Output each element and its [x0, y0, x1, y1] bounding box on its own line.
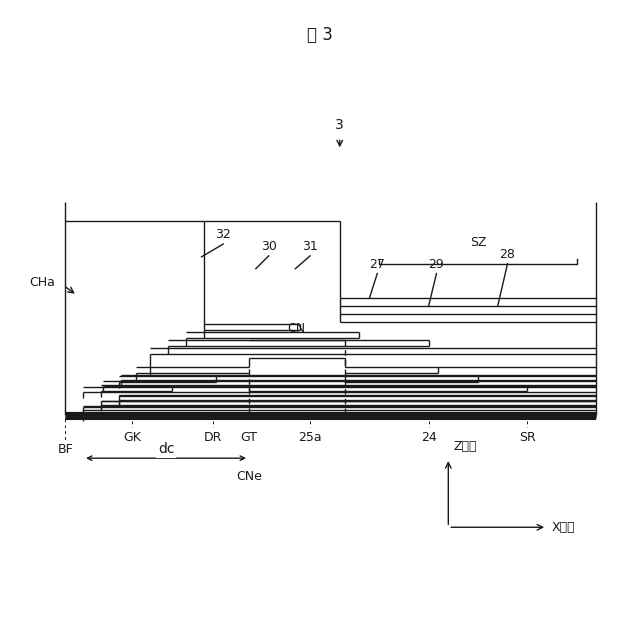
- Text: BF: BF: [58, 444, 73, 456]
- Text: 25a: 25a: [298, 431, 322, 444]
- Text: SZ: SZ: [470, 236, 486, 249]
- Text: 30: 30: [260, 240, 276, 253]
- Text: 32: 32: [216, 228, 231, 241]
- Text: 3: 3: [335, 118, 344, 132]
- Text: 27: 27: [369, 258, 385, 271]
- Text: CN: CN: [287, 322, 305, 335]
- Text: 図 3: 図 3: [307, 26, 333, 44]
- Text: X方向: X方向: [552, 521, 575, 534]
- Text: DR: DR: [204, 431, 223, 444]
- Text: 28: 28: [500, 248, 515, 260]
- Text: 31: 31: [302, 240, 318, 253]
- Text: GT: GT: [241, 431, 257, 444]
- Text: GK: GK: [124, 431, 141, 444]
- Text: 29: 29: [429, 258, 444, 271]
- Text: CNe: CNe: [236, 470, 262, 483]
- Text: Z方向: Z方向: [453, 440, 477, 453]
- Text: dc: dc: [158, 442, 174, 456]
- Text: 24: 24: [420, 431, 436, 444]
- Text: SR: SR: [519, 431, 536, 444]
- Text: CHa: CHa: [29, 276, 56, 289]
